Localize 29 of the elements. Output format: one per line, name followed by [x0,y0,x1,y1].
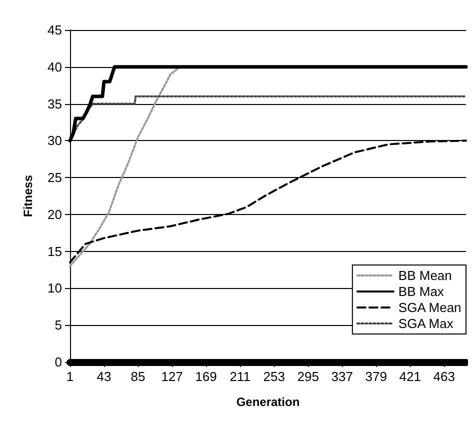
x-tick-label: 85 [130,369,146,384]
y-tick-label: 35 [48,96,62,112]
y-tick-label: 0 [54,354,62,370]
y-tick-label: 45 [48,22,62,38]
x-tick-label: 253 [263,369,285,384]
y-axis-title: Fitness [21,174,35,218]
y-tick-label: 20 [48,206,62,222]
y-tick-label: 5 [54,318,62,333]
x-tick-label: 43 [96,369,112,384]
legend-label: BB Mean [398,268,452,283]
x-tick-label: 1 [66,369,74,384]
x-tick-label: 295 [297,369,319,384]
x-axis-title: Generation [236,395,300,409]
x-tick-label: 337 [331,369,353,384]
y-tick-label: 25 [48,170,62,186]
y-tick-label: 15 [48,244,62,259]
x-tick-label: 379 [365,369,387,384]
x-tick-label: 421 [399,369,421,384]
x-tick-label: 463 [433,369,455,384]
y-tick-label: 40 [48,59,62,74]
x-tick-label: 211 [230,369,250,384]
y-tick-label: 10 [48,280,62,296]
line-series [69,66,182,268]
y-tick-label: 30 [48,133,62,148]
x-tick-label: 127 [161,369,183,384]
legend-label: BB Max [398,284,444,299]
x-tick-label: 169 [195,369,217,384]
legend-label: SGA Mean [398,300,462,315]
legend-label: SGA Max [398,316,454,331]
